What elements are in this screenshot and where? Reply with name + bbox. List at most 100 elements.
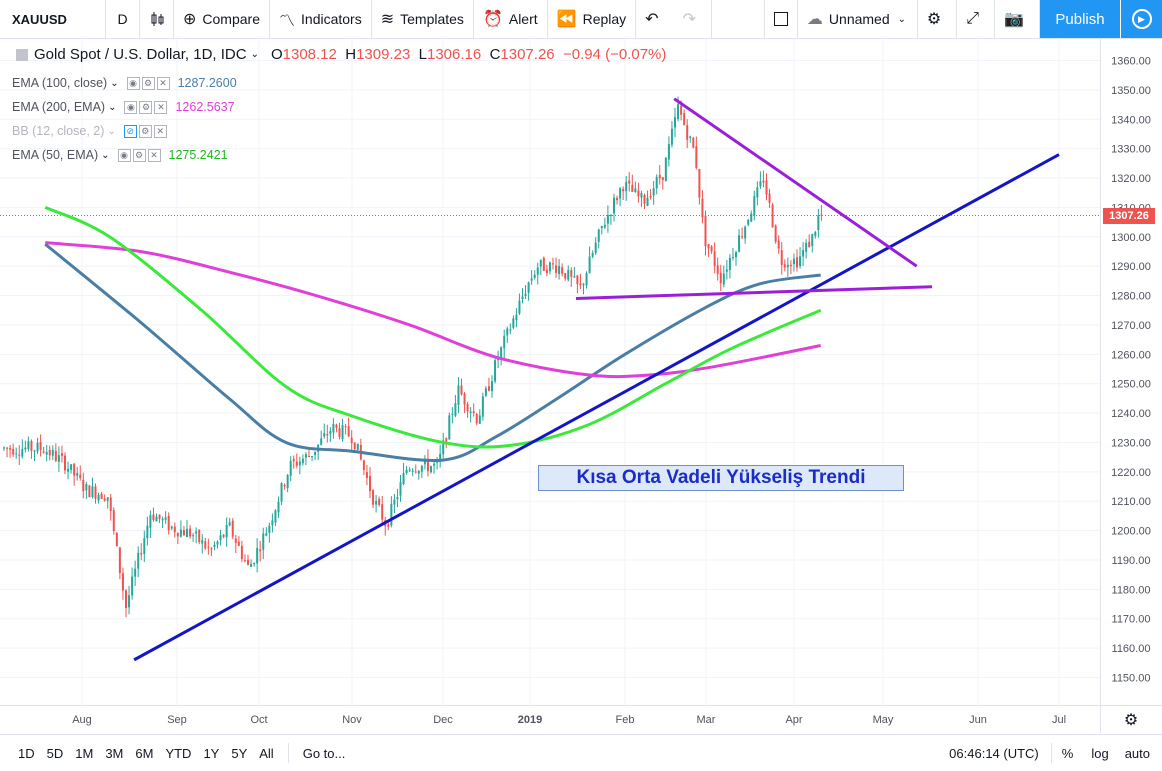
legend-bb: BB (12, close, 2) ⌄ ⊘ ⚙ ✕ <box>12 124 175 138</box>
close-icon[interactable]: ✕ <box>154 100 168 114</box>
price-chart[interactable]: 1150.00 1160.00 1170.00 1180.00 1190.00 1200.… <box>0 39 1162 733</box>
range-1y[interactable]: 1Y <box>203 745 220 761</box>
log-toggle[interactable]: log <box>1083 746 1116 761</box>
range-ytd[interactable]: YTD <box>165 745 192 761</box>
candle-body <box>265 533 268 536</box>
axis-settings-icon[interactable]: ⚙ <box>1124 712 1138 729</box>
chart-style-button[interactable] <box>140 0 174 38</box>
candle-body <box>692 137 695 148</box>
symbol-search[interactable]: XAUUSD <box>0 0 106 38</box>
interval-button[interactable]: D <box>106 0 140 38</box>
candle-body <box>344 426 347 428</box>
candle-body <box>606 215 609 224</box>
indicator-controls: ◉ ⚙ ✕ <box>126 76 170 90</box>
templates-label: Templates <box>400 11 464 27</box>
candle-body <box>713 251 716 267</box>
layout-button[interactable]: ☁ Unnamed ⌄ <box>798 0 918 38</box>
replay-button[interactable]: ⏪ Replay <box>548 0 637 38</box>
candle-body <box>738 235 741 252</box>
play-button[interactable]: ▶ <box>1120 0 1162 38</box>
candle-body <box>82 480 85 492</box>
indicator-label[interactable]: EMA (50, EMA) <box>12 148 99 162</box>
candle-body <box>396 497 399 500</box>
range-6m[interactable]: 6M <box>135 745 154 761</box>
indicator-value: 1275.2421 <box>168 148 228 162</box>
series-title[interactable]: Gold Spot / U.S. Dollar, 1D, IDC <box>34 46 247 63</box>
range-all[interactable]: All <box>259 745 274 761</box>
eye-icon[interactable]: ◉ <box>126 76 140 90</box>
legend-ema100: EMA (100, close) ⌄ ◉ ⚙ ✕ 1287.2600 <box>12 76 237 90</box>
settings-button[interactable]: ⚙ <box>918 0 958 38</box>
candle-body <box>283 484 286 487</box>
templates-button[interactable]: ≋ Templates <box>372 0 474 38</box>
candle-body <box>491 381 493 392</box>
range-3m[interactable]: 3M <box>105 745 124 761</box>
range-5y[interactable]: 5Y <box>231 745 248 761</box>
symbol-logo-icon <box>16 48 28 61</box>
square-icon <box>773 12 788 26</box>
auto-toggle[interactable]: auto <box>1117 746 1162 761</box>
chevron-down-icon: ⌄ <box>897 13 907 25</box>
gear-icon[interactable]: ⚙ <box>141 76 155 90</box>
candle-body <box>295 461 298 466</box>
candle-body <box>509 329 512 331</box>
candle-body <box>677 104 680 120</box>
candle-body <box>417 470 420 474</box>
alert-button[interactable]: ⏰ Alert <box>474 0 548 38</box>
candle-body <box>783 264 786 268</box>
indicator-label[interactable]: EMA (200, EMA) <box>12 100 106 114</box>
indicator-label[interactable]: EMA (100, close) <box>12 76 108 90</box>
chart-grid <box>0 39 1100 705</box>
indicators-button[interactable]: 〽 Indicators <box>270 0 372 38</box>
rewind-icon: ⏪ <box>556 11 577 28</box>
candle-body <box>478 415 481 424</box>
candle-body <box>204 541 207 549</box>
indicator-label[interactable]: BB (12, close, 2) <box>12 124 105 138</box>
indicator-lines <box>44 206 822 463</box>
trend-annotation[interactable]: Kısa Orta Vadeli Yükseliş Trendi <box>538 465 904 491</box>
time-tick-label: Dec <box>433 714 453 726</box>
publish-button[interactable]: Publish <box>1040 0 1120 38</box>
candle-body <box>179 529 182 537</box>
candle-body <box>561 267 564 274</box>
candle-body <box>646 197 649 206</box>
range-5d[interactable]: 5D <box>46 745 64 761</box>
percent-toggle[interactable]: % <box>1052 746 1084 761</box>
redo-button[interactable]: ↷ <box>674 0 712 38</box>
candle-body <box>70 464 73 470</box>
candle-body <box>719 272 722 284</box>
snapshot-button[interactable]: 📷 <box>995 0 1040 38</box>
candle-body <box>94 486 97 499</box>
fullscreen-toggle[interactable] <box>763 0 798 38</box>
eye-icon[interactable]: ◉ <box>117 148 131 162</box>
candle-body <box>311 456 314 458</box>
candle-body <box>164 517 167 520</box>
candle-body <box>134 568 137 577</box>
expand-button[interactable]: ⤢ <box>957 0 996 38</box>
candle-body <box>579 283 582 286</box>
candle-body <box>36 442 39 452</box>
close-icon[interactable]: ✕ <box>153 124 167 138</box>
candle-body <box>570 270 573 277</box>
candle-body <box>21 449 24 457</box>
gear-icon[interactable]: ⚙ <box>132 148 146 162</box>
candle-body <box>643 195 646 204</box>
undo-button[interactable]: ↶ <box>636 0 673 38</box>
gear-icon[interactable]: ⚙ <box>139 100 153 114</box>
candle-body <box>128 595 131 608</box>
candle-body <box>481 396 484 417</box>
close-icon[interactable]: ✕ <box>147 148 161 162</box>
eye-icon[interactable]: ◉ <box>124 100 138 114</box>
range-1m[interactable]: 1M <box>75 745 94 761</box>
compare-button[interactable]: ⊕ Compare <box>174 0 270 38</box>
candle-body <box>619 188 622 199</box>
candle-body <box>27 441 30 450</box>
goto-button[interactable]: Go to... <box>297 746 352 761</box>
price-tick-label: 1260.00 <box>1111 349 1151 361</box>
close-icon[interactable]: ✕ <box>156 76 170 90</box>
clock[interactable]: 06:46:14 (UTC) <box>943 746 1051 761</box>
eye-off-icon[interactable]: ⊘ <box>123 124 137 138</box>
gear-icon[interactable]: ⚙ <box>138 124 152 138</box>
range-1d[interactable]: 1D <box>18 745 35 761</box>
candle-body <box>585 273 588 286</box>
